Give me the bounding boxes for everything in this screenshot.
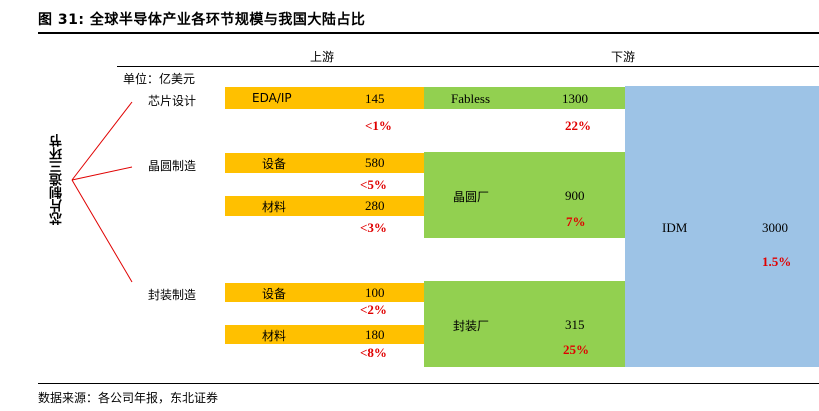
title-rule: [38, 32, 819, 34]
idm-name: IDM: [662, 220, 688, 235]
header-upstream: 上游: [310, 50, 335, 64]
fab-materials-name: 材料: [262, 200, 287, 214]
source-note: 数据来源：各公司年报，东北证券: [38, 391, 219, 405]
fab-materials-share: <3%: [360, 220, 387, 235]
pkg-materials-name: 材料: [262, 329, 287, 343]
foundry-box: [424, 152, 625, 238]
pkg-materials-value: 180: [365, 327, 385, 342]
foundry-share: 7%: [566, 214, 586, 229]
fabless-name: Fabless: [451, 91, 490, 106]
foundry-name: 晶圆厂: [453, 190, 490, 204]
pkg-materials-share: <8%: [360, 345, 387, 360]
pkg-equipment-name: 设备: [262, 287, 287, 301]
idm-box: [625, 86, 819, 367]
pkg-equipment-share: <2%: [360, 302, 387, 317]
header-downstream: 下游: [611, 50, 636, 64]
fab-equipment-share: <5%: [360, 177, 387, 192]
osat-name: 封装厂: [453, 319, 490, 333]
source-rule: [38, 383, 819, 384]
eda-share: <1%: [365, 118, 392, 133]
header-rule: [117, 66, 819, 67]
eda-name: EDA/IP: [252, 91, 292, 105]
osat-box: [424, 281, 625, 367]
pkg-equipment-box: [225, 283, 424, 302]
fab-equipment-value: 580: [365, 155, 385, 170]
category-packaging: 封装制造: [148, 288, 197, 302]
fabless-box: [424, 87, 625, 109]
fab-equipment-box: [225, 153, 424, 173]
idm-value: 3000: [762, 220, 788, 235]
idm-share: 1.5%: [762, 254, 792, 269]
category-fab: 晶圆制造: [148, 159, 197, 173]
fabless-value: 1300: [562, 91, 588, 106]
fab-materials-box: [225, 196, 424, 216]
connector-design: [71, 101, 133, 181]
figure-title: 图 31: 全球半导体产业各环节规模与我国大陆占比: [38, 12, 366, 28]
connector-packaging: [71, 179, 133, 283]
category-design: 芯片设计: [148, 94, 197, 108]
foundry-value: 900: [565, 188, 585, 203]
fabless-share: 22%: [565, 118, 591, 133]
connector-fab: [71, 166, 133, 181]
pkg-materials-box: [225, 325, 424, 344]
osat-value: 315: [565, 317, 585, 332]
pkg-equipment-value: 100: [365, 285, 385, 300]
unit-label: 单位：亿美元: [123, 72, 196, 86]
eda-box: [225, 87, 424, 109]
fab-equipment-name: 设备: [262, 157, 287, 171]
osat-share: 25%: [563, 342, 589, 357]
eda-value: 145: [365, 91, 385, 106]
fab-materials-value: 280: [365, 198, 385, 213]
